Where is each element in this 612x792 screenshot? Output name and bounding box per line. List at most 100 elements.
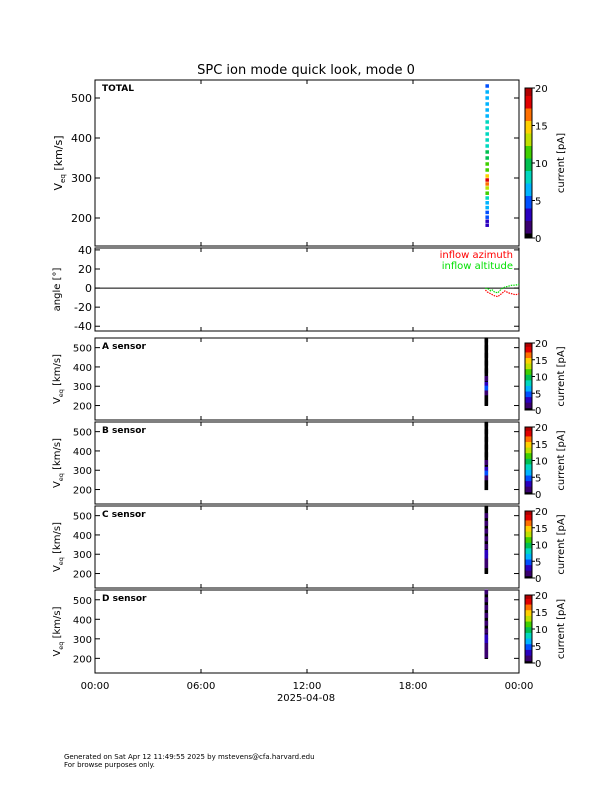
footer: Generated on Sat Apr 12 11:49:55 2025 by… <box>64 753 315 769</box>
data-cell <box>485 84 489 88</box>
colorbar-step <box>525 612 532 614</box>
colorbar-step <box>525 120 532 124</box>
data-cell <box>484 520 489 526</box>
colorbar-step <box>525 560 532 562</box>
colorbar-step <box>525 553 532 556</box>
colorbar-step <box>525 555 532 558</box>
data-cell <box>484 460 489 466</box>
plot-frame <box>94 79 520 247</box>
y-tick-label: 500 <box>73 428 92 439</box>
y-tick-label: -20 <box>74 301 92 314</box>
colorbar-step <box>525 531 532 533</box>
panel-2: -40 -20 0 20 40 angle [°] inflow azimuthinflow… <box>52 244 520 333</box>
colorbar-step <box>525 572 532 575</box>
footer-browse: For browse purposes only. <box>64 761 155 769</box>
colorbar-step <box>525 386 532 389</box>
colorbar-step <box>525 519 532 522</box>
y-axis-label: Veq [km/s] <box>52 354 65 404</box>
data-cell <box>485 174 489 178</box>
colorbar-step <box>525 636 532 639</box>
colorbar-step <box>525 459 532 461</box>
colorbar-step <box>525 596 532 598</box>
colorbar-step <box>525 595 532 597</box>
y-tick-label: 200 <box>71 212 92 225</box>
colorbar-step <box>525 98 532 101</box>
colorbar-step <box>525 569 532 571</box>
data-cell <box>484 470 489 476</box>
colorbar-step <box>525 450 532 453</box>
colorbar-step <box>525 349 532 352</box>
colorbar-step <box>525 567 532 570</box>
data-cell <box>485 150 489 154</box>
colorbar-tick-label: 10 <box>535 541 548 552</box>
y-tick-label: 300 <box>73 635 92 646</box>
colorbar-step <box>525 487 532 489</box>
legend-1: inflow azimuth <box>440 250 513 261</box>
colorbar-step <box>525 357 532 360</box>
y-axis-label: Veq [km/s] <box>52 522 65 572</box>
colorbar-step <box>525 467 532 469</box>
data-cell <box>485 132 489 136</box>
colorbar-step <box>525 597 532 599</box>
data-cell <box>485 205 489 210</box>
colorbar-tick-label: 10 <box>535 373 548 384</box>
colorbar-step <box>525 526 532 529</box>
colorbar-step <box>525 402 532 404</box>
colorbar-step <box>525 532 532 534</box>
colorbar-step <box>525 406 532 409</box>
colorbar-step <box>525 477 532 479</box>
colorbar-step <box>525 605 532 607</box>
colorbar-step <box>525 462 532 465</box>
colorbar-step <box>525 643 532 646</box>
colorbar-step <box>525 625 532 628</box>
colorbar-step <box>525 359 532 362</box>
colorbar-step <box>525 613 532 615</box>
y-tick-label: 500 <box>71 92 92 105</box>
colorbar-step <box>525 220 532 224</box>
y-tick-label: 0 <box>85 282 92 295</box>
y-tick-label: 500 <box>73 512 92 523</box>
x-tick-label: 12:00 <box>293 681 322 692</box>
data-cell <box>484 485 489 491</box>
colorbar-step <box>525 345 532 347</box>
colorbar-step <box>525 135 532 139</box>
colorbar-step <box>525 398 532 401</box>
colorbar-step <box>525 195 532 199</box>
data-cell <box>484 345 489 351</box>
y-axis-label: Veq [km/s] <box>52 438 65 488</box>
colorbar-step <box>525 550 532 552</box>
series-1 <box>484 289 520 298</box>
colorbar-step <box>525 396 532 399</box>
date-label: 2025-04-08 <box>277 693 335 704</box>
colorbar-step <box>525 175 532 179</box>
data-cell <box>485 144 489 148</box>
colorbar-step <box>525 566 532 569</box>
data-cell <box>485 162 489 166</box>
y-axis-label: angle [°] <box>52 268 63 312</box>
colorbar-step <box>525 476 532 478</box>
y-axis-label: Veq [km/s] <box>52 135 67 190</box>
colorbar-step <box>525 473 532 476</box>
colorbar-step <box>525 356 532 359</box>
colorbar-step <box>525 453 532 456</box>
colorbar-step <box>525 470 532 473</box>
data-cell <box>485 196 489 200</box>
colorbar-step <box>525 541 532 543</box>
colorbar-label: current [pA] <box>556 514 567 574</box>
colorbar-step <box>525 486 532 488</box>
colorbar-step <box>525 431 532 434</box>
colorbar-step <box>525 353 532 355</box>
colorbar-step <box>525 389 532 392</box>
data-cell <box>484 429 489 435</box>
data-cell <box>485 186 489 190</box>
colorbar-step <box>525 617 532 620</box>
colorbar-step <box>525 361 532 364</box>
colorbar-step <box>525 123 532 126</box>
colorbar-step <box>525 355 532 357</box>
colorbar-step <box>525 432 532 435</box>
x-tick-label: 06:00 <box>187 681 216 692</box>
colorbar-step <box>525 364 532 366</box>
data-cell <box>484 395 489 401</box>
colorbar-step <box>525 650 532 653</box>
colorbar-step <box>525 618 532 621</box>
